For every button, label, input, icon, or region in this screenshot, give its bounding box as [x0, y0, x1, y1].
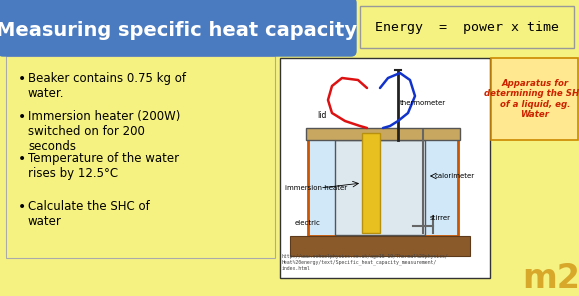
Text: Apparatus for
determining the SHC
of a liquid, eg.
Water: Apparatus for determining the SHC of a l… [484, 79, 579, 119]
Text: lid: lid [317, 111, 327, 120]
Text: •: • [18, 152, 26, 166]
FancyBboxPatch shape [6, 56, 275, 258]
Text: Calculate the SHC of
water: Calculate the SHC of water [28, 200, 150, 228]
Bar [290, 236, 470, 256]
Text: Beaker contains 0.75 kg of
water.: Beaker contains 0.75 kg of water. [28, 72, 186, 100]
Bar [335, 140, 425, 235]
Text: immersion heater: immersion heater [285, 185, 347, 191]
Text: Energy  =  power x time: Energy = power x time [375, 20, 559, 33]
Text: Temperature of the water
rises by 12.5°C: Temperature of the water rises by 12.5°C [28, 152, 179, 180]
Text: thermometer: thermometer [400, 100, 446, 106]
Bar [362, 133, 380, 233]
Text: stirrer: stirrer [430, 215, 451, 221]
Text: •: • [18, 110, 26, 124]
Text: Measuring specific heat capacity: Measuring specific heat capacity [0, 20, 358, 39]
Bar [306, 128, 460, 140]
FancyBboxPatch shape [0, 0, 356, 56]
FancyBboxPatch shape [360, 6, 574, 48]
Text: •: • [18, 200, 26, 214]
Text: m2: m2 [522, 261, 579, 295]
Bar [280, 58, 490, 278]
Text: http://www.schoolphysics.co.uk/age16-19/Thermal%20physics/
Heat%20energy/text/Sp: http://www.schoolphysics.co.uk/age16-19/… [282, 254, 449, 271]
Text: •: • [18, 72, 26, 86]
FancyBboxPatch shape [491, 58, 578, 140]
Text: Immersion heater (200W)
switched on for 200
seconds: Immersion heater (200W) switched on for … [28, 110, 181, 153]
Text: electric: electric [295, 220, 321, 226]
Text: calorimeter: calorimeter [435, 173, 475, 179]
Bar [308, 136, 458, 236]
